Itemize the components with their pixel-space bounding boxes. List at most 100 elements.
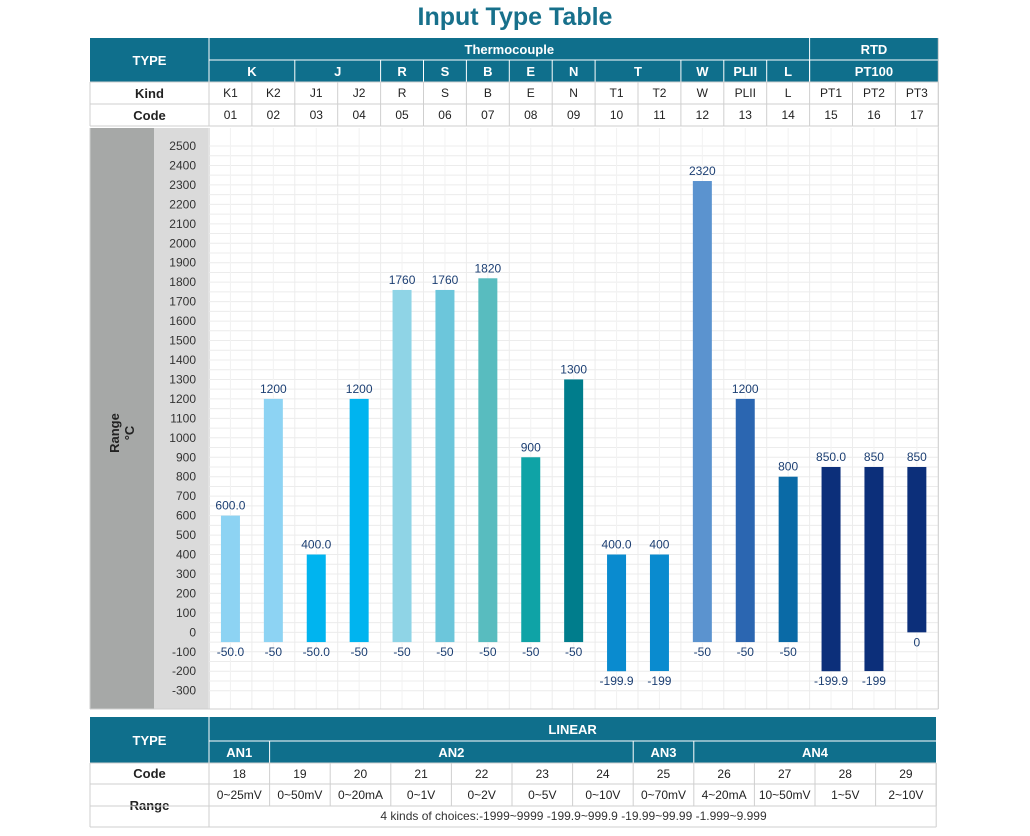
linear-subgroup-header: AN1	[209, 741, 270, 763]
linear-code-label: Code	[90, 763, 209, 784]
code-cell: 14	[766, 104, 810, 126]
high-value-label: 850	[907, 450, 927, 464]
code-cell: 15	[809, 104, 853, 126]
kind-cell: PT3	[895, 82, 939, 104]
high-value-label: 400.0	[602, 538, 632, 552]
y-tick-label: 2500	[169, 139, 196, 153]
low-value-label: 0	[914, 635, 921, 649]
range-bar	[649, 554, 669, 672]
kind-cell: PLII	[723, 82, 767, 104]
range-bar	[478, 278, 498, 643]
range-bar	[435, 289, 455, 643]
sensor-header: PT100	[809, 60, 939, 82]
kind-cell: J2	[337, 82, 381, 104]
code-cell: 13	[723, 104, 767, 126]
low-value-label: -50	[436, 645, 454, 659]
high-value-label: 1300	[560, 362, 587, 376]
linear-code-cell: 21	[390, 763, 452, 784]
y-tick-label: 1800	[169, 275, 196, 289]
kind-cell: PT1	[809, 82, 853, 104]
range-bar	[521, 457, 541, 643]
high-value-label: 600.0	[215, 499, 245, 513]
low-value-label: -199.9	[814, 674, 848, 688]
linear-code-cell: 22	[451, 763, 512, 784]
y-tick-label: 700	[176, 489, 196, 503]
high-value-label: 1760	[389, 273, 416, 287]
y-tick-panel	[154, 128, 210, 709]
range-bar	[263, 398, 283, 643]
y-tick-label: -100	[172, 645, 196, 659]
y-tick-label: 100	[176, 606, 196, 620]
range-bar	[735, 398, 755, 643]
linear-code-cell: 24	[572, 763, 634, 784]
y-tick-label: 1200	[169, 392, 196, 406]
kind-cell: J1	[294, 82, 338, 104]
high-value-label: 1200	[260, 382, 287, 396]
code-row-label: Code	[90, 104, 209, 126]
sensor-header: N	[552, 60, 596, 82]
group-header: RTD	[809, 38, 939, 60]
sensor-header: R	[380, 60, 424, 82]
sensor-header: T	[595, 60, 681, 82]
linear-range-cell: 4~20mA	[693, 784, 755, 806]
low-value-label: -50	[393, 645, 411, 659]
code-cell: 16	[852, 104, 896, 126]
kind-cell: S	[423, 82, 467, 104]
y-tick-label: 0	[189, 625, 196, 639]
linear-subgroup-header: AN4	[693, 741, 937, 763]
y-tick-label: 1700	[169, 295, 196, 309]
code-cell: 09	[552, 104, 596, 126]
y-tick-label: -300	[172, 684, 196, 698]
low-value-label: -50	[694, 645, 712, 659]
kind-cell: PT2	[852, 82, 896, 104]
linear-code-cell: 28	[815, 763, 876, 784]
low-value-label: -50	[565, 645, 583, 659]
kind-cell: K2	[251, 82, 295, 104]
y-tick-label: 1000	[169, 431, 196, 445]
y-tick-label: 2400	[169, 158, 196, 172]
code-cell: 04	[337, 104, 381, 126]
linear-code-cell: 27	[754, 763, 815, 784]
linear-range-cell: 0~50mV	[269, 784, 331, 806]
y-tick-label: 800	[176, 470, 196, 484]
linear-range-cell: 10~50mV	[754, 784, 815, 806]
linear-range-cell: 0~5V	[512, 784, 573, 806]
linear-range-cell: 0~20mA	[330, 784, 391, 806]
linear-range-cell: 0~70mV	[633, 784, 694, 806]
code-cell: 05	[380, 104, 424, 126]
sensor-header: K	[209, 60, 295, 82]
code-cell: 07	[466, 104, 510, 126]
linear-code-cell: 23	[512, 763, 573, 784]
code-cell: 10	[595, 104, 638, 126]
code-cell: 02	[251, 104, 295, 126]
range-label-panel	[90, 128, 154, 709]
y-tick-label: 200	[176, 586, 196, 600]
high-value-label: 1200	[346, 382, 373, 396]
low-value-label: -50	[779, 645, 797, 659]
y-tick-label: 2300	[169, 178, 196, 192]
high-value-label: 1760	[432, 273, 459, 287]
y-tick-label: 1400	[169, 353, 196, 367]
y-tick-label: 2000	[169, 236, 196, 250]
high-value-label: 850	[864, 450, 884, 464]
low-value-label: -50.0	[303, 645, 331, 659]
code-cell: 17	[895, 104, 939, 126]
sensor-header: B	[466, 60, 510, 82]
kind-cell: W	[680, 82, 724, 104]
sensor-header: S	[423, 60, 467, 82]
linear-range-cell: 0~10V	[572, 784, 634, 806]
kind-cell: T1	[595, 82, 638, 104]
code-cell: 08	[509, 104, 553, 126]
y-tick-label: 1900	[169, 256, 196, 270]
low-value-label: -199	[647, 674, 671, 688]
group-header: Thermocouple	[209, 38, 810, 60]
linear-code-cell: 19	[269, 763, 331, 784]
low-value-label: -199.9	[600, 674, 634, 688]
linear-code-cell: 25	[633, 763, 694, 784]
high-value-label: 1200	[732, 382, 759, 396]
range-bar	[778, 476, 798, 643]
high-value-label: 400	[649, 538, 669, 552]
high-value-label: 1820	[474, 261, 501, 275]
page-title: Input Type Table	[417, 3, 613, 31]
